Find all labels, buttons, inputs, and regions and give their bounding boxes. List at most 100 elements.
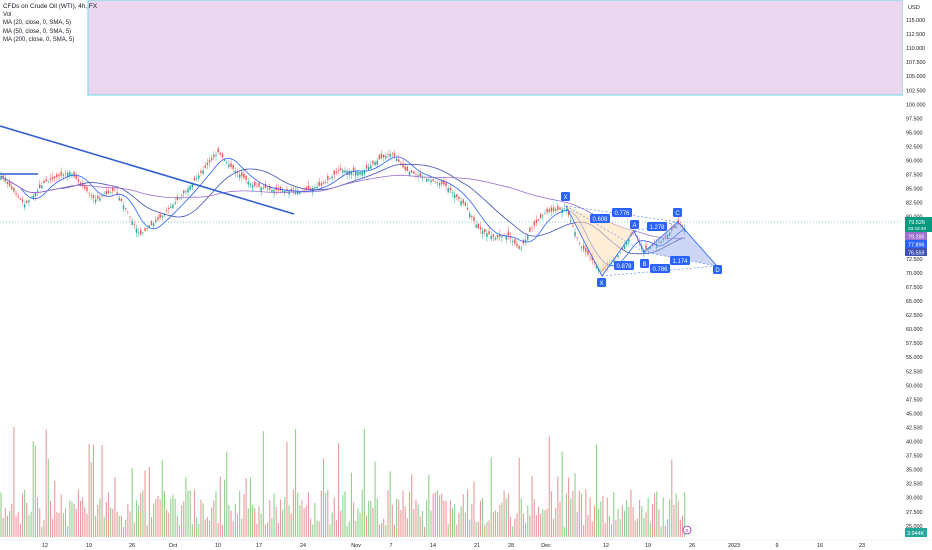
legend-vol[interactable]: Vol [3, 12, 12, 19]
candle-body [90, 195, 92, 196]
volume-bar [333, 497, 335, 537]
volume-bar [140, 492, 142, 537]
legend-ma20[interactable]: MA (20, close, 0, SMA, 5) [3, 20, 72, 27]
volume-bar [153, 503, 155, 537]
volume-bar [348, 521, 350, 537]
volume-bar [615, 520, 617, 537]
svg-text:79.285: 79.285 [908, 235, 925, 241]
candle-body [565, 209, 568, 211]
candle-body [193, 177, 196, 181]
volume-bar [682, 515, 684, 537]
candle-body [668, 232, 671, 236]
volume-bar [264, 524, 266, 537]
price-tick-label: 42.500 [906, 425, 923, 431]
volume-bar [82, 497, 84, 537]
candle-body [97, 195, 99, 199]
volume-bar [338, 443, 340, 537]
volume-bar [307, 492, 309, 537]
volume-bar [494, 510, 497, 537]
harmonic-pattern[interactable]: X X A B C D 0.608 0.776 1.278 0.878 0.78… [561, 192, 722, 287]
volume-bar [671, 459, 673, 537]
candle-body [524, 239, 527, 243]
candle-body [449, 187, 452, 191]
volume-bar [172, 494, 174, 537]
trend-line[interactable] [0, 125, 295, 215]
volume-bar [654, 493, 656, 537]
volume-bar [353, 502, 355, 537]
highlight-zone[interactable] [87, 0, 904, 96]
ma200-line[interactable] [0, 174, 685, 239]
volume-bar [30, 511, 32, 537]
candle-body [496, 235, 499, 238]
volume-bar [181, 505, 183, 537]
volume-bar [484, 524, 486, 537]
volume-bar [456, 524, 458, 537]
candle-body [60, 171, 62, 176]
volume-bar [0, 492, 2, 537]
price-tags: 79.526 03:43:49 79.285 77.896 76.559 3.9… [905, 217, 932, 537]
price-tick-label: 25.000 [906, 524, 923, 530]
legend-title[interactable]: CFDs on Crude Oil (WTI), 4h, FX [3, 3, 98, 10]
ma50-line[interactable] [0, 163, 685, 255]
volume-bar [275, 506, 277, 537]
candle-body [514, 239, 516, 244]
volume-bar [166, 510, 168, 537]
volume-bar [492, 511, 494, 537]
candle-body [183, 190, 185, 194]
volume-bar [2, 518, 4, 537]
goto-realtime-icon[interactable]: ≡ [682, 525, 692, 535]
volume-bar [90, 462, 92, 537]
volume-bar [77, 489, 79, 537]
candle-body [41, 185, 43, 189]
time-axis[interactable]: 12 19 26 Oct 10 17 24 Nov 7 14 21 28 Dec 12 19 26 2023 9 1… [0, 539, 932, 549]
candle-body [501, 236, 503, 238]
ratio-1278: 1.278 [647, 222, 667, 231]
legend-ma50[interactable]: MA (50, close, 0, SMA, 5) [3, 28, 72, 35]
candle-body [494, 237, 497, 240]
candle-body [28, 200, 30, 203]
volume-bar [529, 515, 531, 537]
candle-body [585, 247, 587, 253]
volume-bar [585, 489, 587, 537]
candle-body [8, 182, 11, 187]
candle-body [45, 179, 47, 182]
candle-body [380, 153, 383, 159]
volume-bar [454, 504, 456, 537]
volume-bar [200, 499, 202, 537]
ma-tag-a: 79.285 [905, 232, 927, 241]
candle-body [211, 157, 213, 160]
price-axis[interactable]: USD 115.000 112.500 110.000 107.500 105.000 1… [903, 0, 932, 540]
candle-body [507, 231, 510, 236]
candle-body [172, 204, 174, 208]
candle-body [443, 180, 445, 185]
legend-ma200[interactable]: MA (200, close, 0, SMA, 5) [3, 36, 75, 43]
volume-bar [357, 508, 359, 537]
candle-body [107, 190, 110, 194]
candle-body [505, 235, 507, 240]
volume-bar [565, 493, 567, 537]
candle-body [613, 259, 615, 262]
volume-bar [619, 519, 621, 537]
candle-body [49, 178, 52, 180]
candle-body [539, 214, 542, 219]
svg-text:1.278: 1.278 [649, 225, 665, 231]
candle-body [288, 191, 290, 195]
volume-bar [413, 508, 415, 537]
price-tick-label: 87.500 [906, 173, 923, 179]
volume-bar [211, 507, 213, 537]
volume-bar [596, 444, 598, 537]
candle-body [281, 190, 284, 193]
candle-body [32, 195, 34, 199]
candle-body [406, 166, 409, 171]
candles [0, 146, 686, 275]
candle-body [51, 177, 54, 179]
volume-bar [64, 508, 67, 537]
candle-body [165, 210, 168, 212]
candle-body [161, 215, 163, 217]
candle-body [47, 180, 49, 182]
candle-body [460, 201, 462, 206]
candle-body [155, 219, 157, 222]
candle-body [653, 243, 656, 245]
candle-body [21, 199, 24, 202]
